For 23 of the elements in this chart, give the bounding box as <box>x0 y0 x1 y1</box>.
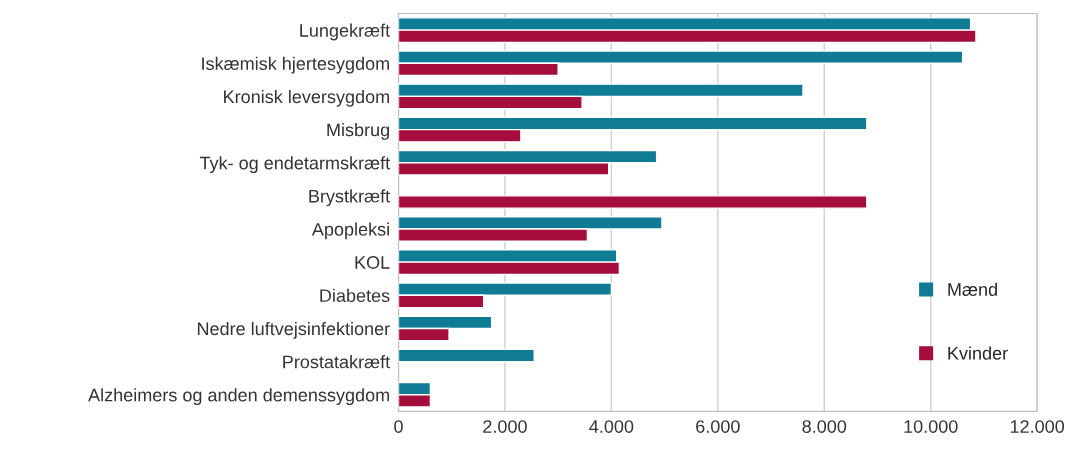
x-tick-label: 10.000 <box>904 420 958 433</box>
y-tick-label: Lungekræft <box>300 23 391 41</box>
x-tick-label: 12.000 <box>1010 420 1065 433</box>
y-tick-label: Diabetes <box>320 288 390 303</box>
x-tick-label: 6.000 <box>696 420 740 433</box>
x-tick-label: 2.000 <box>483 420 527 433</box>
y-tick-label: KOL <box>355 256 390 269</box>
legend-label: Kvinder <box>948 346 1008 360</box>
x-tick-label: 4.000 <box>589 420 634 433</box>
y-tick-label: Prostatakræft <box>283 355 391 369</box>
y-tick-label: Nedre luftvejsinfektioner <box>197 321 390 339</box>
y-tick-label: Brystkræft <box>309 189 391 207</box>
y-tick-label: Kronisk leversygdom <box>224 89 389 107</box>
legend-label: Mænd <box>948 282 997 296</box>
y-tick-label: Alzheimers og anden demenssygdom <box>88 388 389 406</box>
bar <box>398 195 868 209</box>
x-tick-label: 8.000 <box>802 420 847 433</box>
x-tick-label: 0 <box>394 420 403 433</box>
y-tick-label: Misbrug <box>327 123 389 140</box>
y-tick-label: Tyk- og endetarmskræft <box>199 156 391 174</box>
y-tick-label: Apopleksi <box>311 222 389 240</box>
bar <box>398 348 535 363</box>
y-tick-label: Iskæmisk hjertesygdom <box>202 56 389 74</box>
